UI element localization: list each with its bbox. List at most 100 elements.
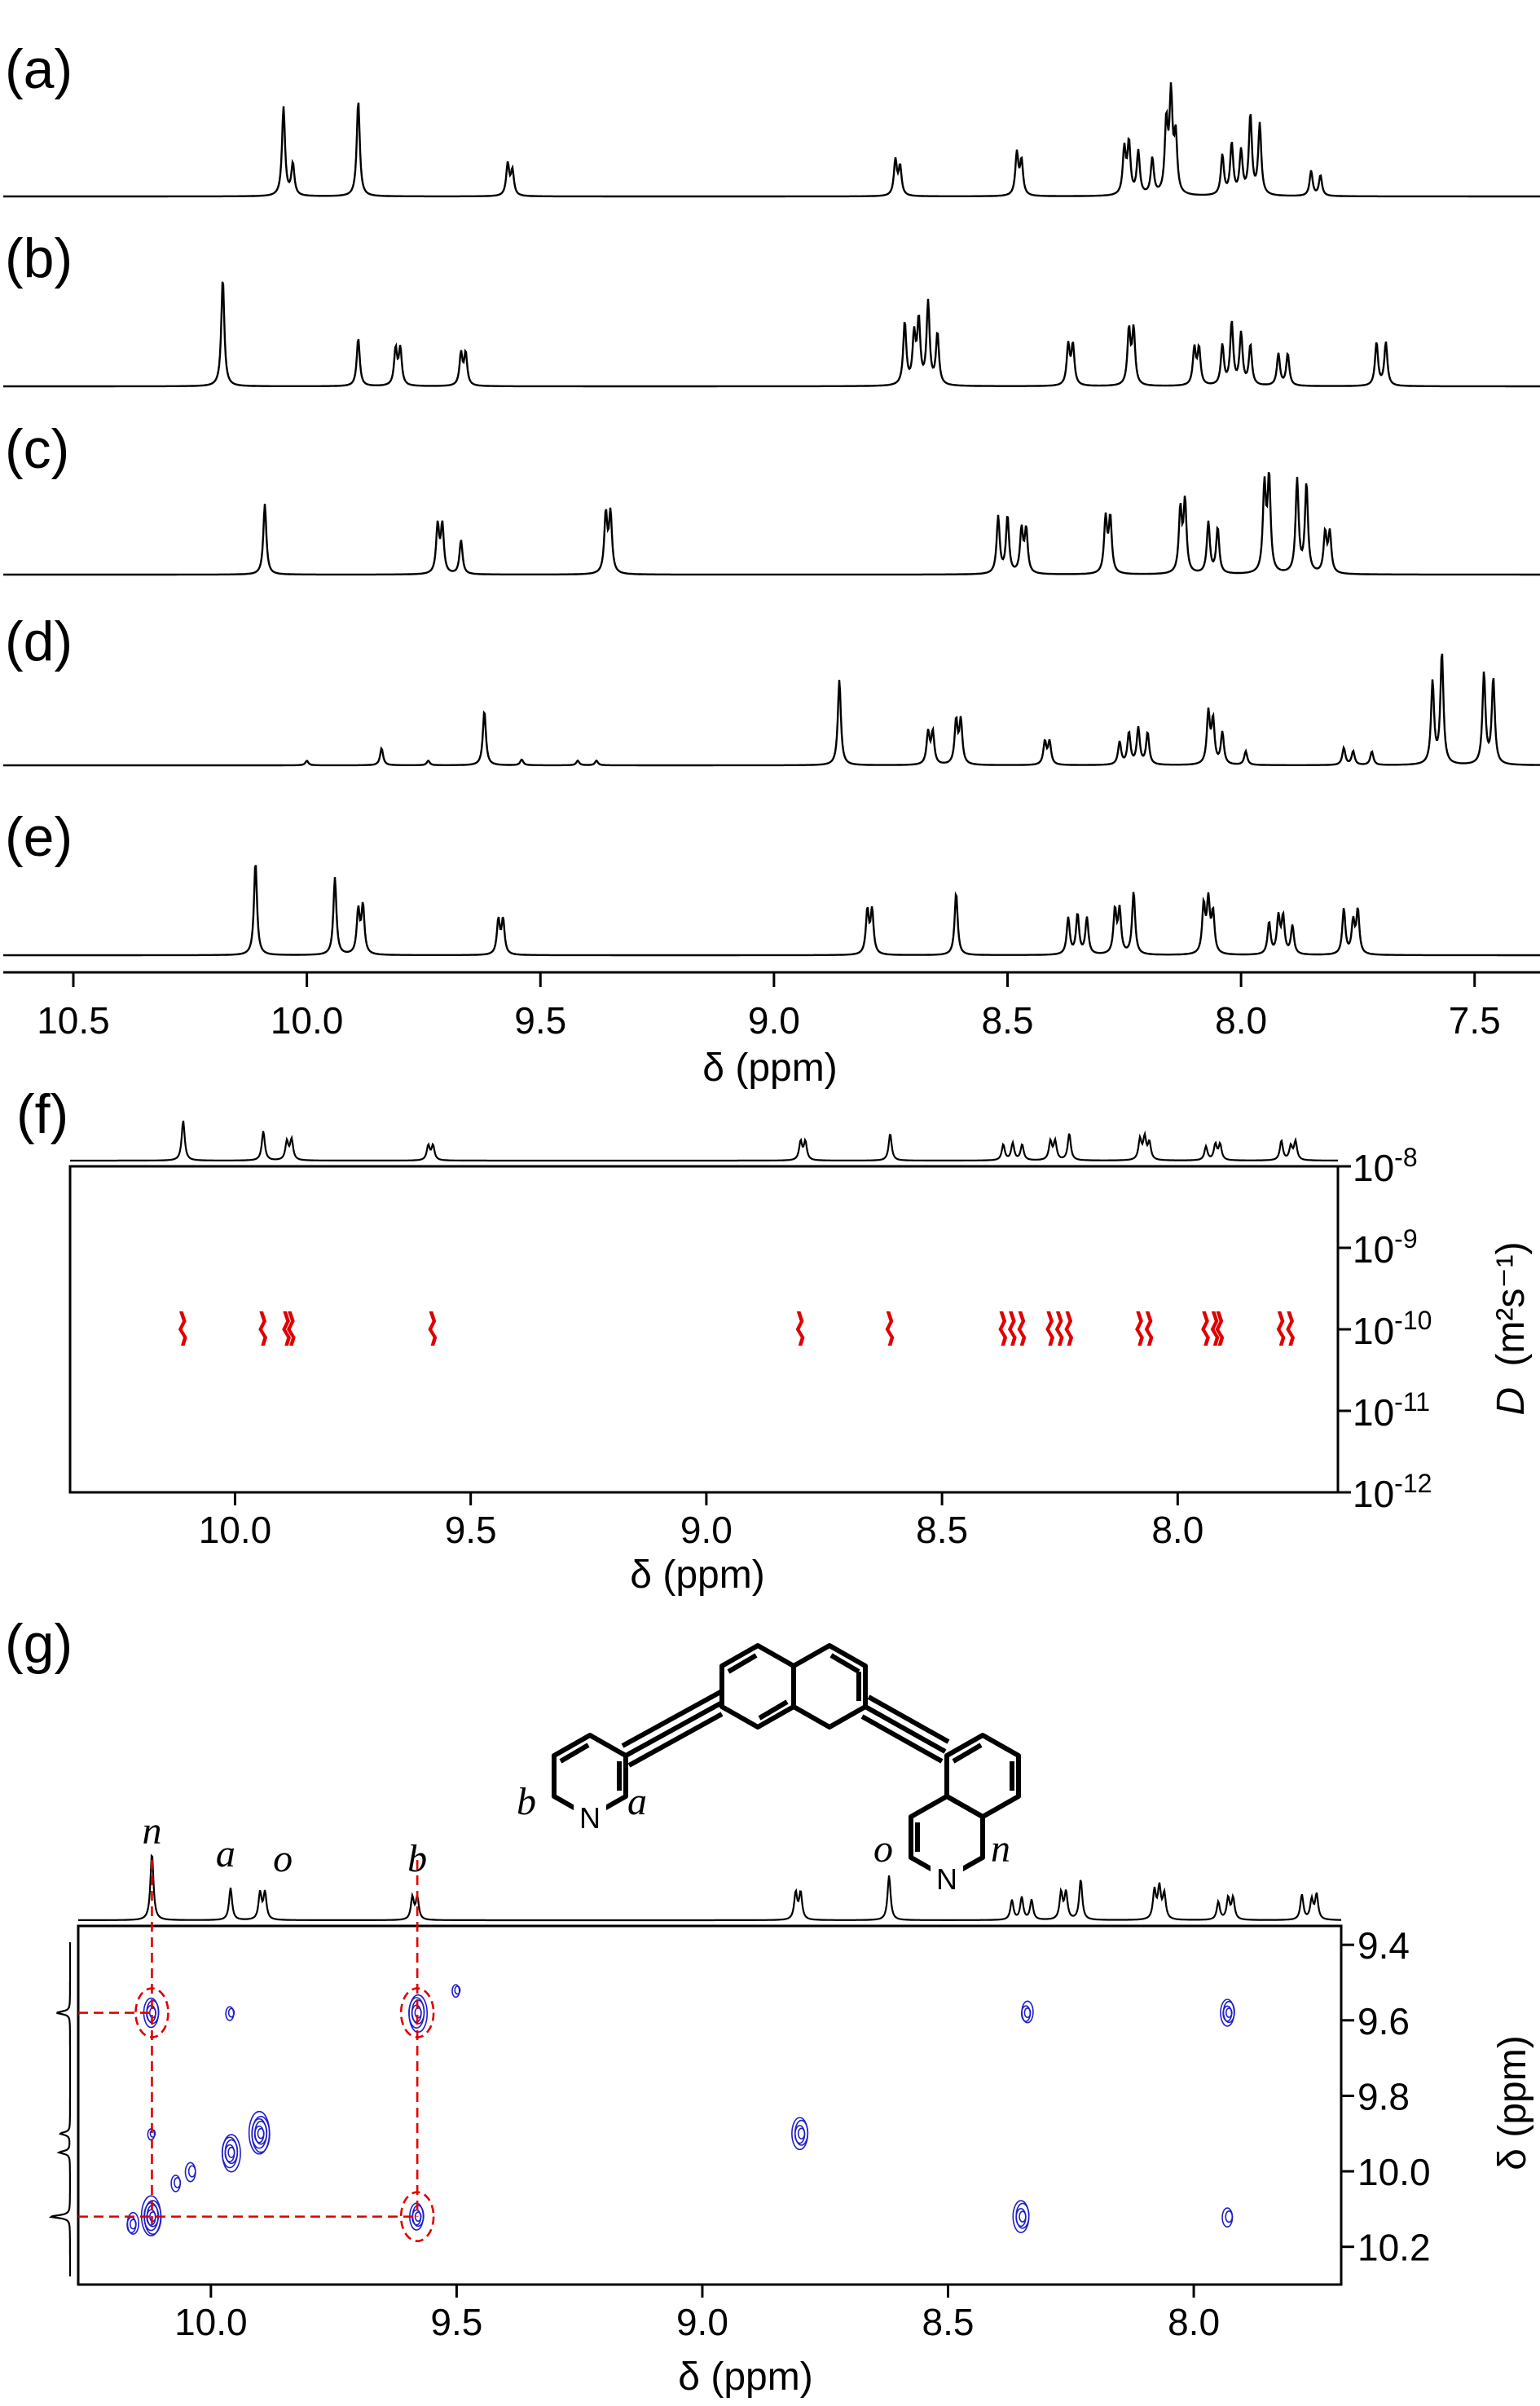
alkyne-bond-left	[621, 1689, 724, 1748]
dosy-contour-line	[886, 1311, 893, 1346]
dosy-signal	[178, 1311, 187, 1346]
cosy-side-projection	[48, 1942, 72, 2276]
dosy-signal	[885, 1311, 895, 1346]
naphthalene-ring-left	[719, 1643, 796, 1730]
dosy-contour-line	[180, 1311, 187, 1346]
dosy-projection-trace	[70, 1120, 1338, 1162]
dosy-contour-line	[260, 1311, 267, 1346]
cosy-top-projection	[78, 1853, 1341, 1922]
x-tick-label: 7.5	[1449, 999, 1501, 1042]
dosy-contour-line	[1137, 1311, 1144, 1346]
dosy-contour-line	[1067, 1311, 1074, 1346]
cosy-correlation-guides	[78, 1860, 435, 2242]
dosy-contour-line	[796, 1311, 803, 1346]
cosy-projection-labels: n a o b	[142, 1809, 427, 1880]
dosy-contour-line	[1055, 1311, 1063, 1346]
cosy-cross-peak-ring	[170, 2175, 181, 2192]
dosy-contour-line	[261, 1311, 268, 1346]
y-tick-label: 10-9	[1353, 1224, 1418, 1271]
y-tick-label: 9.6	[1357, 2000, 1410, 2042]
molecule-structure	[552, 1643, 1021, 1880]
alkyne-bond-left	[627, 1712, 724, 1768]
dosy-contour-line	[798, 1311, 805, 1346]
highlight-circle	[399, 1987, 435, 2038]
dosy-y-axis-title: D (m²s⁻¹)	[1489, 1241, 1533, 1415]
naphthalene-double-bond	[758, 1699, 789, 1721]
dosy-contour-line	[1211, 1311, 1218, 1346]
spectrum-trace	[3, 471, 1540, 576]
dosy-signal	[1007, 1311, 1017, 1346]
y-tick-label: 10-12	[1353, 1469, 1432, 1515]
dosy-contour-line	[1000, 1311, 1007, 1346]
dosy-contour-line	[887, 1311, 894, 1346]
naphthalene-double-bond	[727, 1653, 758, 1674]
cosy-cross-peak	[221, 2134, 241, 2173]
dosy-signal	[1286, 1311, 1296, 1346]
isoquinoline-n-atom: N	[936, 1862, 957, 1896]
cosy-cross-peak-ring	[1021, 2000, 1034, 2024]
x-tick-label: 8.5	[916, 1509, 968, 1551]
dosy-contour-line	[795, 1311, 803, 1346]
dosy-contour-line	[1202, 1311, 1208, 1346]
spectrum-trace	[3, 82, 1540, 198]
cosy-cross-peak-ring	[791, 2117, 809, 2151]
y-tick-exponent: -9	[1394, 1224, 1417, 1254]
cosy-peak-label: o	[273, 1837, 293, 1880]
dosy-signal	[1210, 1311, 1220, 1346]
spectrum-trace	[3, 281, 1540, 388]
dosy-contour-line	[1277, 1311, 1284, 1346]
dosy-contour-line	[1287, 1311, 1295, 1346]
dosy-contour-line	[1057, 1311, 1064, 1346]
dosy-contour-line	[1278, 1311, 1286, 1346]
y-tick-base: 10	[1353, 1391, 1394, 1434]
cosy-cross-peak	[225, 2006, 235, 2021]
dosy-contour-line	[1010, 1311, 1017, 1346]
y-tick-label: 10.0	[1357, 2151, 1431, 2193]
stacked-spectra	[3, 82, 1540, 957]
dosy-contour-line	[1210, 1311, 1217, 1346]
x-tick-label: 10.0	[199, 1509, 272, 1551]
cosy-cross-peak-ring	[1221, 2207, 1234, 2228]
y-tick-label: 10-8	[1353, 1143, 1418, 1189]
pyridine-n-mask	[574, 1802, 606, 1831]
isoquinoline-n-mask	[931, 1863, 963, 1893]
dosy-contour-line	[1287, 1311, 1294, 1346]
dosy-contour-line	[1009, 1311, 1016, 1346]
dosy-projection-spectrum	[70, 1120, 1338, 1162]
dosy-contour-line	[429, 1311, 437, 1346]
cosy-y-axis-title: δ (ppm)	[1491, 2035, 1534, 2170]
panel-letter-b: (b)	[5, 227, 73, 289]
cosy-cross-peak-ring	[225, 2006, 235, 2021]
dosy-contour-line	[258, 1311, 266, 1346]
naphthalene-ring-right	[791, 1643, 868, 1730]
dosy-contour-line	[1066, 1311, 1073, 1346]
dosy-contour-line	[1203, 1311, 1210, 1346]
cosy-side-projection-trace	[48, 1942, 72, 2276]
spectrum-trace	[3, 653, 1540, 767]
cosy-top-projection-trace	[78, 1853, 1341, 1922]
panel-letter-e: (e)	[5, 806, 73, 868]
dosy-contour-line	[430, 1311, 438, 1346]
y-tick-label: 10-10	[1353, 1306, 1432, 1352]
alkyne-bond-right	[867, 1694, 950, 1744]
y-tick-exponent: -8	[1394, 1143, 1417, 1172]
dosy-contour-line	[1045, 1311, 1053, 1346]
naphthalene-double-bond	[829, 1653, 860, 1674]
dosy-contour-line	[1048, 1311, 1055, 1346]
x-tick-label: 9.5	[514, 999, 566, 1042]
x-tick-label: 8.0	[1215, 999, 1267, 1042]
cosy-cross-peak	[170, 2175, 182, 2192]
dosy-contour-line	[1217, 1311, 1225, 1346]
dosy-contour-line	[284, 1311, 291, 1346]
dosy-signal	[1276, 1311, 1286, 1346]
dosy-contour-line	[998, 1311, 1005, 1346]
cosy-cross-peak	[184, 2161, 196, 2183]
panel-letter-g: (g)	[5, 1613, 73, 1675]
dosy-contour-line	[287, 1311, 294, 1346]
cosy-plot-frame	[77, 1924, 1343, 2286]
y-tick-base: 10	[1353, 1473, 1394, 1515]
x-tick-label: 8.0	[1168, 2301, 1220, 2343]
cosy-cross-peak	[1221, 2207, 1234, 2228]
dosy-contour-line	[284, 1311, 290, 1346]
